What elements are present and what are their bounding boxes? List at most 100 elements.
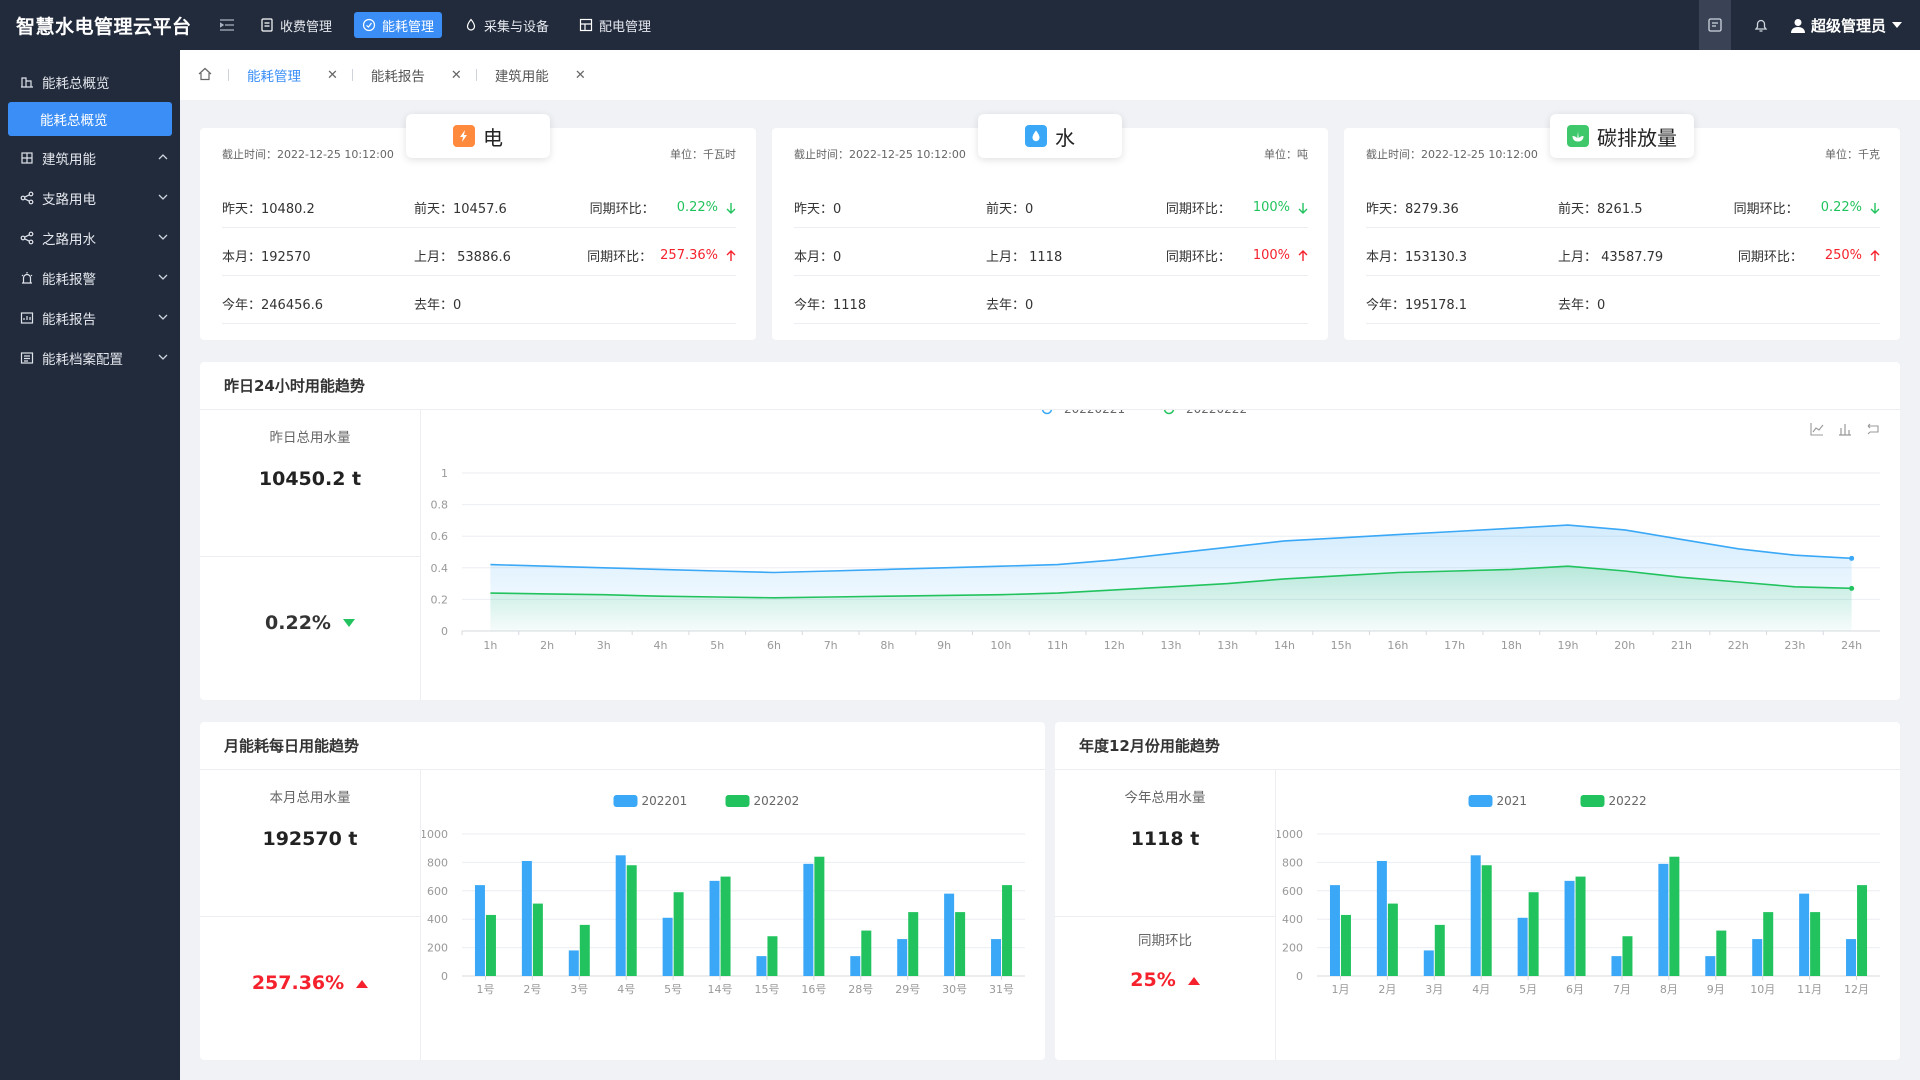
- pct-value: 25%: [1130, 969, 1176, 991]
- bar[interactable]: [1340, 914, 1351, 976]
- bar[interactable]: [850, 956, 861, 976]
- sidebar-item-3[interactable]: 支路用电: [0, 178, 180, 218]
- restore-icon[interactable]: [1866, 422, 1880, 436]
- topnav-item-2[interactable]: 采集与设备: [456, 12, 557, 38]
- bell-icon[interactable]: [1741, 0, 1781, 50]
- bar[interactable]: [944, 893, 955, 976]
- bar[interactable]: [1376, 860, 1387, 976]
- bar[interactable]: [1575, 876, 1586, 976]
- bar[interactable]: [1705, 956, 1716, 976]
- bar[interactable]: [1423, 950, 1434, 976]
- chevron-down-icon: [158, 234, 168, 240]
- bar[interactable]: [897, 939, 908, 976]
- bar[interactable]: [662, 917, 673, 976]
- close-icon[interactable]: ✕: [327, 67, 338, 83]
- y-tick-label: 0.4: [431, 562, 449, 575]
- stat-row: 今年：1118 去年：0: [794, 276, 1308, 324]
- legend-item[interactable]: 20220221: [1035, 410, 1125, 416]
- topnav-item-0[interactable]: 收费管理: [252, 12, 340, 38]
- bar[interactable]: [709, 880, 720, 976]
- legend-item[interactable]: 20220222: [1157, 410, 1247, 416]
- close-icon[interactable]: ✕: [450, 67, 462, 83]
- bar[interactable]: [861, 930, 872, 976]
- topnav-item-3[interactable]: 配电管理: [571, 12, 659, 38]
- bar[interactable]: [908, 912, 919, 976]
- bar[interactable]: [1611, 956, 1622, 976]
- x-tick-label: 15号: [754, 983, 779, 996]
- bar[interactable]: [1846, 939, 1857, 976]
- bar[interactable]: [767, 936, 778, 976]
- bar[interactable]: [814, 856, 825, 976]
- bar[interactable]: [1716, 930, 1727, 976]
- sidebar-item-0[interactable]: 能耗总概览: [0, 62, 180, 102]
- bar[interactable]: [1470, 855, 1481, 976]
- sidebar-subitem[interactable]: 能耗总概览: [8, 102, 172, 136]
- bar[interactable]: [1857, 885, 1868, 976]
- bar[interactable]: [532, 903, 543, 976]
- topnav-label: 采集与设备: [484, 19, 550, 35]
- bar[interactable]: [1002, 885, 1013, 976]
- menu-collapse-icon[interactable]: [216, 14, 238, 36]
- topnav-label: 配电管理: [599, 19, 652, 35]
- bar[interactable]: [1799, 893, 1810, 976]
- bar[interactable]: [626, 865, 637, 976]
- screen-icon[interactable]: [1698, 0, 1731, 50]
- stat-row: 本月：153130.3 上月： 43587.79 同期环比： 250%: [1366, 228, 1880, 276]
- sidebar-item-4[interactable]: 之路用水: [0, 218, 180, 258]
- sidebar-item-6[interactable]: 能耗报告: [0, 298, 180, 338]
- stat-value-b: 上月： 43587.79: [1558, 250, 1664, 265]
- top-bar: 智慧水电管理云平台 收费管理 能耗管理 采集与设备 配电管理 超级管理员: [0, 0, 1920, 50]
- sidebar-item-5[interactable]: 能耗报警: [0, 258, 180, 298]
- stat-value-a: 昨天：0: [794, 202, 842, 217]
- bar[interactable]: [485, 914, 496, 976]
- bar[interactable]: [474, 885, 485, 976]
- bar[interactable]: [1564, 880, 1575, 976]
- bar[interactable]: [1669, 856, 1680, 976]
- stat-row: 昨天：8279.36 前天：8261.5 同期环比： 0.22%: [1366, 180, 1880, 228]
- bar[interactable]: [1810, 912, 1821, 976]
- arrow-up-icon: [1870, 249, 1880, 261]
- bar[interactable]: [568, 950, 579, 976]
- sidebar-item-7[interactable]: 能耗档案配置: [0, 338, 180, 378]
- panel-title: 昨日24小时用能趋势: [200, 362, 1900, 410]
- x-tick-label: 1月: [1331, 983, 1349, 996]
- bar[interactable]: [1434, 924, 1445, 976]
- bar[interactable]: [803, 863, 814, 976]
- legend-item[interactable]: 2021: [1468, 794, 1528, 808]
- tab-divider: [351, 69, 353, 81]
- bar[interactable]: [1658, 863, 1669, 976]
- device-icon: [466, 18, 476, 31]
- tab-1[interactable]: 能耗报告 ✕: [371, 65, 462, 86]
- bar[interactable]: [615, 855, 626, 976]
- sidebar-item-2[interactable]: 建筑用能: [0, 138, 180, 178]
- tab-2[interactable]: 建筑用能 ✕: [495, 65, 586, 86]
- bar[interactable]: [521, 860, 532, 976]
- bar[interactable]: [955, 912, 966, 976]
- bar[interactable]: [1528, 892, 1539, 976]
- legend-item[interactable]: 202202: [725, 794, 800, 808]
- bar[interactable]: [673, 892, 684, 976]
- bar[interactable]: [1763, 912, 1774, 976]
- line-chart-icon[interactable]: [1810, 422, 1824, 436]
- bar[interactable]: [1622, 936, 1633, 976]
- tab-0[interactable]: 能耗管理 ✕: [247, 65, 338, 86]
- legend-label: 20220222: [1186, 410, 1247, 416]
- bar[interactable]: [991, 939, 1002, 976]
- bar[interactable]: [756, 956, 767, 976]
- legend-item[interactable]: 20222: [1580, 794, 1647, 808]
- user-menu[interactable]: 超级管理员: [1781, 15, 1920, 36]
- topnav-item-1[interactable]: 能耗管理: [354, 12, 443, 38]
- legend-item[interactable]: 202201: [613, 794, 688, 808]
- bar[interactable]: [1329, 885, 1340, 976]
- bar[interactable]: [579, 924, 590, 976]
- home-icon[interactable]: [198, 67, 214, 83]
- month-panel: 月能耗每日用能趋势 本月总用水量 192570 t 257.36% 202201…: [200, 722, 1045, 1060]
- bar[interactable]: [1752, 939, 1763, 976]
- bar[interactable]: [1517, 917, 1528, 976]
- sidebar-item-label: 支路用电: [42, 192, 96, 208]
- bar[interactable]: [1387, 903, 1398, 976]
- close-icon[interactable]: ✕: [574, 67, 586, 83]
- bar[interactable]: [1481, 865, 1492, 976]
- bar[interactable]: [720, 876, 731, 976]
- bar-chart-icon[interactable]: [1838, 422, 1852, 436]
